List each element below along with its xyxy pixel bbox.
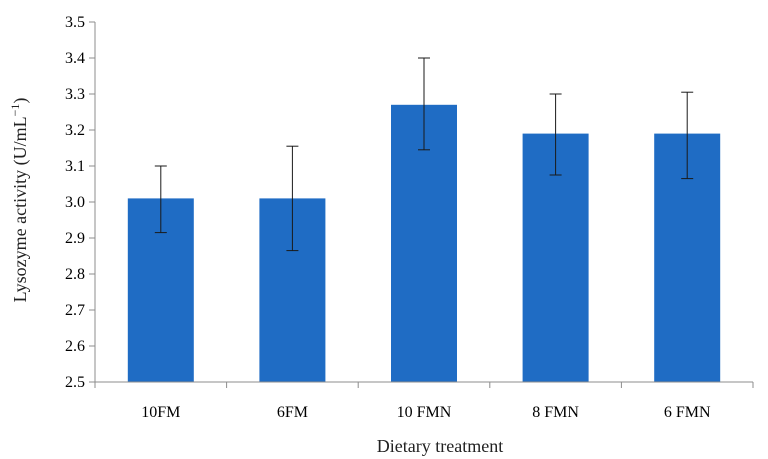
y-tick-label: 3.4 <box>65 50 85 67</box>
x-axis-title: Dietary treatment <box>377 436 503 456</box>
bars-group <box>127 104 721 383</box>
y-tick-label: 2.7 <box>65 302 85 319</box>
x-tick-label: 6 FMN <box>664 404 711 421</box>
x-axis-ticks: 10FM 6FM 10 FMN 8 FMN 6 FMN <box>94 382 754 421</box>
y-tick-label: 3.0 <box>65 194 85 211</box>
x-tick-label: 10 FMN <box>397 404 452 421</box>
error-bar <box>154 165 167 234</box>
y-tick-label: 2.9 <box>65 230 85 247</box>
y-axis-title-end: ) <box>10 98 31 104</box>
y-tick-label: 3.3 <box>65 86 85 103</box>
y-axis-title: Lysozyme activity (U/mL−1) <box>8 98 31 303</box>
y-tick-label: 3.5 <box>65 14 85 31</box>
error-bar <box>286 145 299 252</box>
error-bar <box>549 93 562 176</box>
error-bar <box>418 57 430 151</box>
y-tick-label: 3.1 <box>65 158 85 175</box>
y-tick-label: 2.8 <box>65 266 85 283</box>
y-axis-title-superscript: −1 <box>8 104 22 117</box>
error-bar <box>681 91 694 180</box>
y-axis-ticks: 2.5 2.6 2.7 2.8 2.9 3.0 3.1 3.2 3.3 3.4 3.5 <box>65 14 95 391</box>
y-tick-label: 3.2 <box>65 122 85 139</box>
y-tick-label: 2.6 <box>65 338 85 355</box>
y-tick-label: 2.5 <box>65 374 85 391</box>
x-tick-label: 6FM <box>277 404 308 421</box>
x-tick-label: 8 FMN <box>532 404 579 421</box>
bar <box>391 104 457 383</box>
y-axis-title-main: Lysozyme activity (U/mL <box>10 116 31 302</box>
x-tick-label: 10FM <box>141 404 180 421</box>
error-bars-group <box>154 57 694 252</box>
